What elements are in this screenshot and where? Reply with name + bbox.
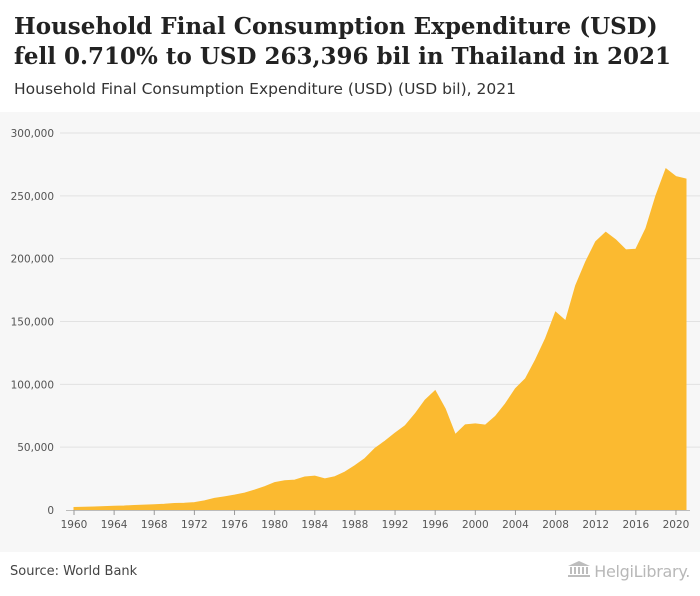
x-tick-label: 1960 [61,519,88,531]
x-tick-label: 2012 [582,519,609,531]
y-tick-label: 150,000 [11,317,54,329]
brand-logo: HelgiLibrary. [568,561,690,581]
x-tick-label: 2020 [663,519,690,531]
x-tick-label: 1992 [382,519,409,531]
x-tick-label: 1980 [261,519,288,531]
x-tick-label: 1964 [101,519,128,531]
y-tick-label: 50,000 [17,442,54,454]
y-tick-label: 250,000 [11,191,54,203]
x-tick-label: 1972 [181,519,208,531]
x-tick-label: 2000 [462,519,489,531]
area-series [73,167,687,511]
area-chart: 0 50,000 100,000 150,000 200,000 250,000 300,0… [11,128,700,531]
chart-subtitle: Household Final Consumption Expenditure … [14,80,516,98]
x-tick-label: 1968 [141,519,168,531]
y-tick-label: 200,000 [11,254,54,266]
source-note: Source: World Bank [10,564,138,579]
y-tick-label: 100,000 [11,379,54,391]
chart-title: Household Final Consumption Expenditure … [14,13,671,70]
y-tick-label: 0 [47,505,54,517]
brand-name: HelgiLibrary. [594,561,690,581]
y-tick-label: 300,000 [11,128,54,140]
library-building-icon [568,561,591,581]
x-tick-label: 1984 [301,519,328,531]
x-tick-label: 2008 [542,519,569,531]
x-tick-label: 1988 [342,519,369,531]
x-tick-label: 1996 [422,519,449,531]
x-tick-label: 1976 [221,519,248,531]
x-tick-label: 2016 [622,519,649,531]
x-tick-label: 2004 [502,519,529,531]
